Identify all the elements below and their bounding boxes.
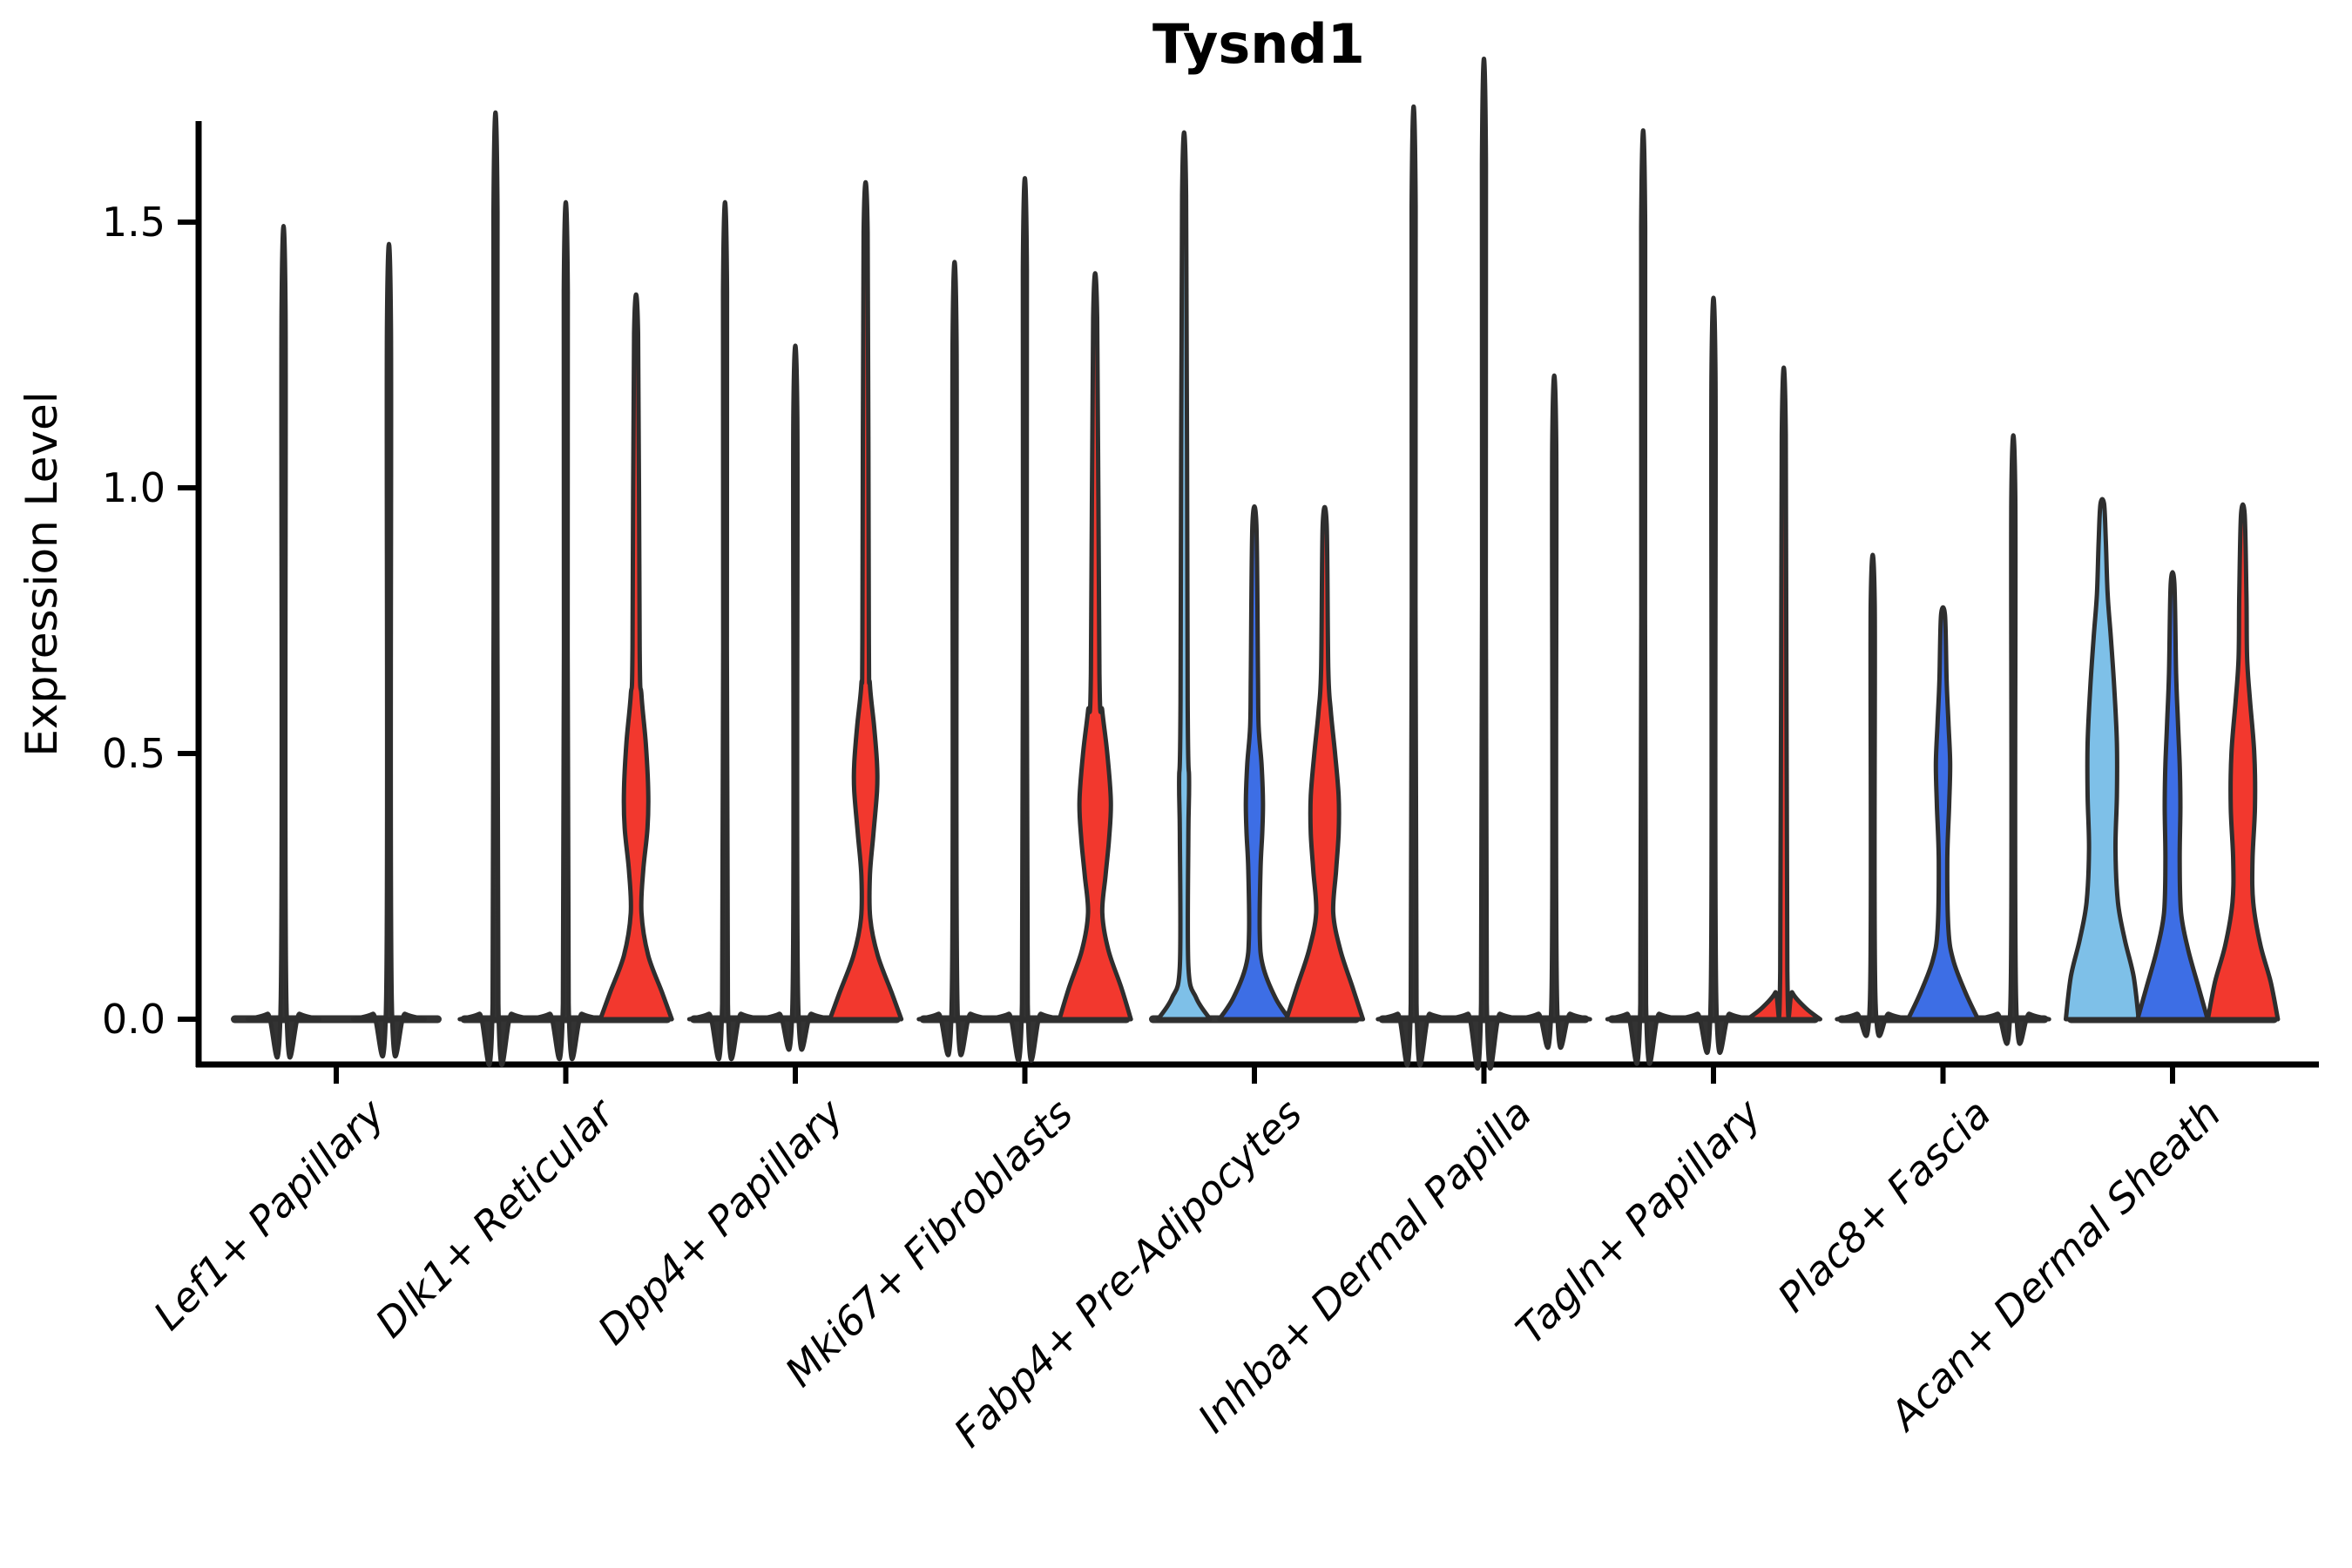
violin-dark bbox=[1516, 373, 1592, 1051]
violin-dark bbox=[916, 260, 993, 1058]
violin-red bbox=[2206, 502, 2281, 1022]
violin-dark bbox=[686, 200, 763, 1062]
violin-dark bbox=[1675, 295, 1752, 1055]
violin-blue bbox=[2135, 570, 2210, 1022]
violin-red bbox=[828, 180, 904, 1022]
violin-red bbox=[1284, 504, 1366, 1022]
violin-dark bbox=[987, 176, 1063, 1064]
violin-dark bbox=[351, 242, 427, 1059]
violin-red bbox=[598, 292, 674, 1022]
violin-dark bbox=[757, 343, 834, 1052]
violin-red bbox=[1057, 271, 1133, 1022]
violin-red bbox=[1745, 365, 1822, 1022]
chart-title: Tysnd1 bbox=[1152, 12, 1365, 76]
violin-dark bbox=[1375, 104, 1452, 1068]
violin-dark bbox=[1975, 433, 2051, 1046]
violin-dark bbox=[1605, 128, 1681, 1066]
y-tick-label: 0.0 bbox=[102, 996, 166, 1043]
violin-dark bbox=[457, 110, 534, 1067]
violin-dark bbox=[528, 200, 604, 1062]
violin-lightblue bbox=[1155, 130, 1213, 1022]
y-tick-label: 0.5 bbox=[102, 730, 166, 777]
violin-blue bbox=[1217, 504, 1292, 1022]
y-tick-label: 1.5 bbox=[102, 199, 166, 246]
violin-blue bbox=[1905, 605, 1981, 1022]
violin-dark bbox=[1446, 56, 1522, 1071]
y-tick-label: 1.0 bbox=[102, 464, 166, 511]
violin-lightblue bbox=[2064, 497, 2141, 1022]
violin-dark bbox=[246, 224, 321, 1060]
violin-dark bbox=[1835, 552, 1911, 1038]
